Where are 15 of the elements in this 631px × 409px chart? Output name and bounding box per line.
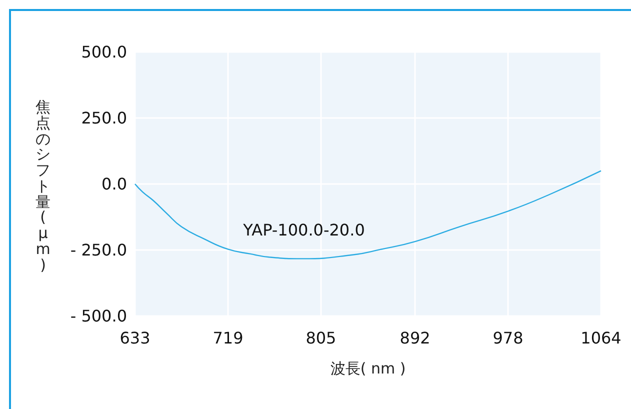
series-label: YAP-100.0-20.0 (242, 220, 365, 240)
x-tick-label: 892 (400, 328, 430, 348)
y-tick-label: 500.0 (81, 42, 127, 62)
x-tick-label: 1064 (580, 328, 622, 348)
y-tick-label: - 250.0 (70, 240, 127, 260)
x-tick-label: 719 (212, 328, 244, 348)
y-tick-label: 0.0 (102, 174, 127, 194)
y-tick-label: - 500.0 (70, 306, 127, 326)
x-axis-title: 波長( nm ) (330, 360, 406, 378)
y-tick-label: 250.0 (81, 108, 127, 128)
x-tick-label: 978 (492, 328, 524, 348)
line-series (134, 170, 602, 260)
x-tick-label: 805 (306, 328, 336, 348)
text: 焦点のシフト量(μm) (36, 98, 50, 274)
x-tick-label: 633 (120, 328, 150, 348)
